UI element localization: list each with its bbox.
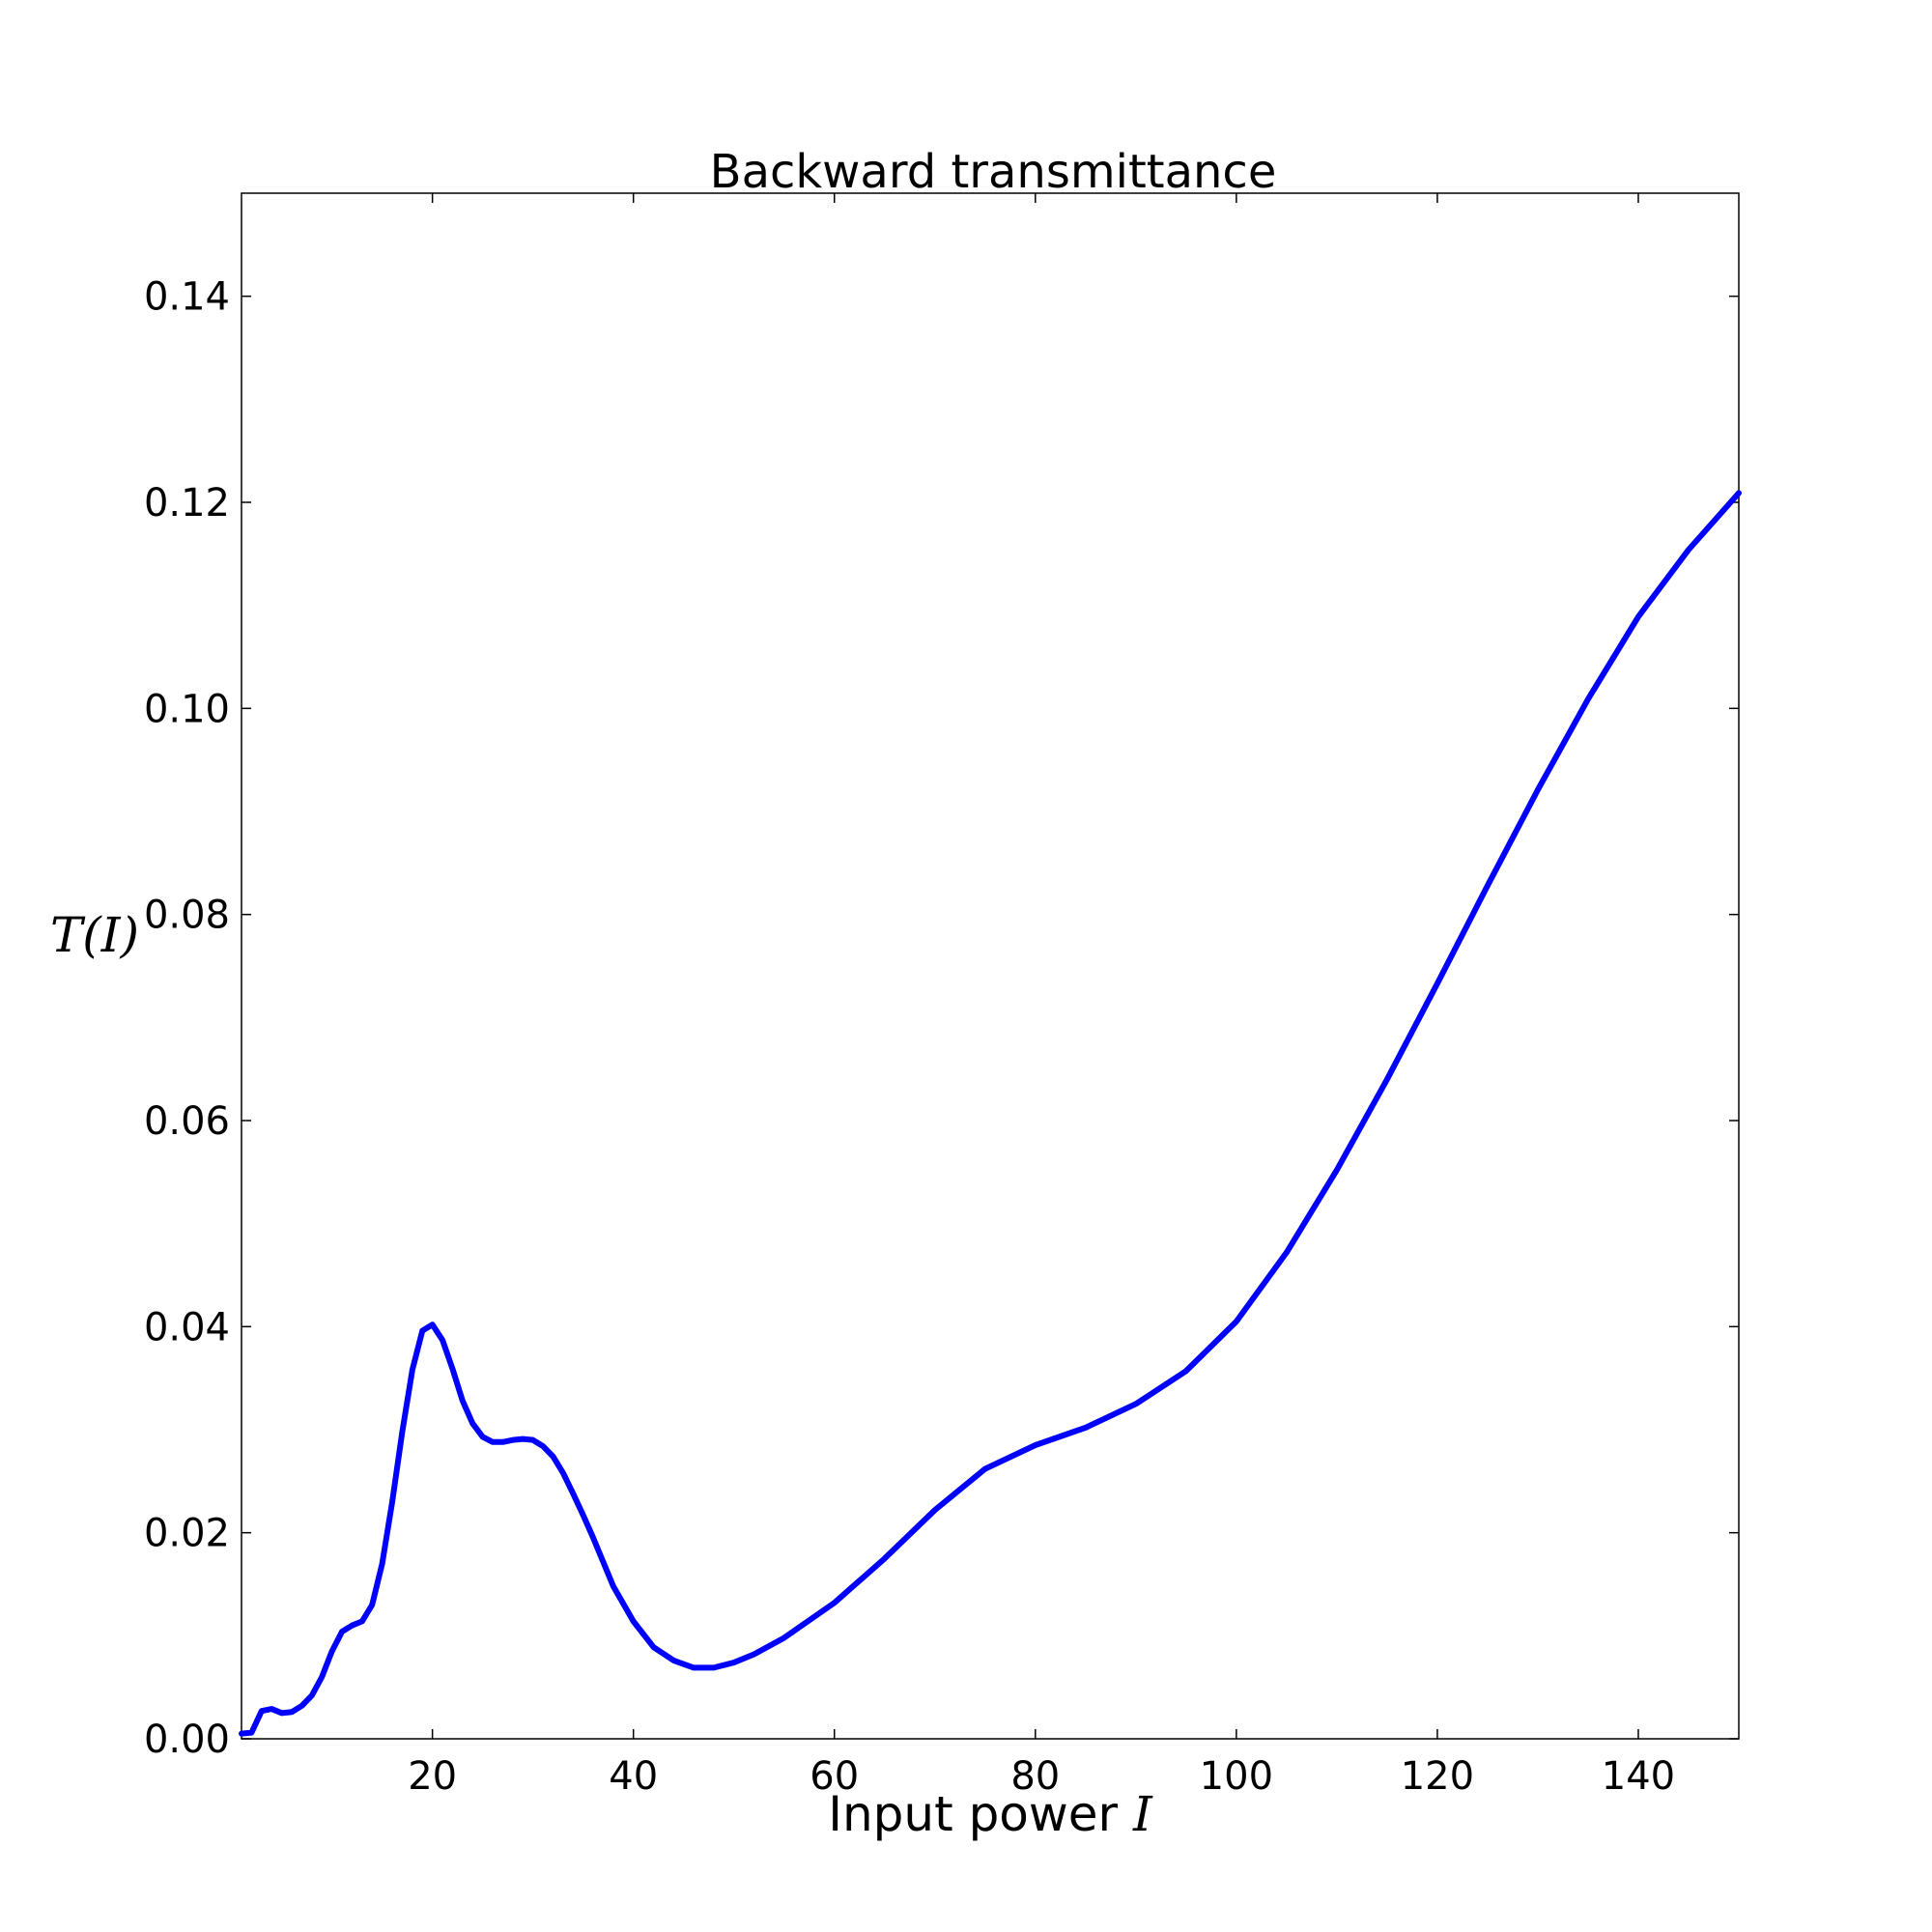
y-tick-label: 0.02 (144, 1512, 230, 1556)
x-tick-label: 60 (810, 1754, 859, 1799)
x-axis: 20 40 60 80 100 120 140 (408, 193, 1675, 1799)
x-tick-label: 120 (1401, 1754, 1474, 1799)
y-axis: 0.00 0.02 0.04 0.06 0.08 0.10 0.12 0.14 (144, 275, 1739, 1762)
y-tick-label: 0.12 (144, 481, 230, 526)
x-tick-label: 40 (609, 1754, 658, 1799)
y-tick-label: 0.06 (144, 1099, 230, 1144)
x-tick-label: 140 (1602, 1754, 1675, 1799)
chart-title: Backward transmittance (710, 145, 1277, 199)
y-tick-label: 0.08 (144, 894, 230, 938)
y-tick-label: 0.14 (144, 275, 230, 320)
y-tick-label: 0.10 (144, 687, 230, 731)
x-tick-label: 80 (1010, 1754, 1060, 1799)
series-line (239, 490, 1742, 1737)
y-tick-label: 0.00 (144, 1718, 230, 1762)
x-tick-label: 20 (408, 1754, 457, 1799)
x-axis-label: Input power I (828, 1786, 1153, 1842)
y-tick-label: 0.04 (144, 1305, 230, 1350)
plot-frame (241, 192, 1740, 1740)
y-axis-label: T(I) (50, 907, 139, 963)
x-tick-label: 100 (1200, 1754, 1273, 1799)
